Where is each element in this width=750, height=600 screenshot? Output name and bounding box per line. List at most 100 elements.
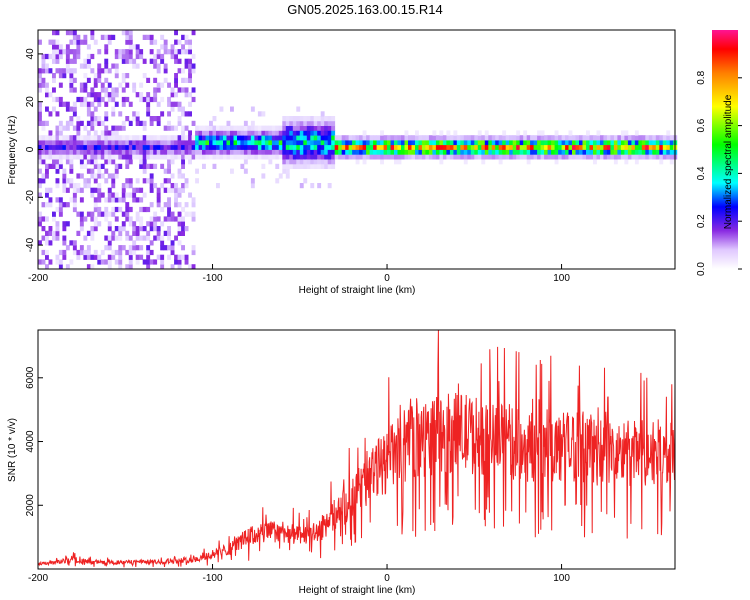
heatmap-cell (198, 154, 203, 160)
heatmap-cell (111, 230, 116, 236)
heatmap-cell (41, 178, 46, 184)
heatmap-cell (72, 202, 77, 208)
heatmap-cell (456, 154, 461, 160)
heatmap-cell (669, 159, 674, 165)
heatmap-cell (463, 149, 468, 155)
heatmap-cell (572, 135, 576, 141)
heatmap-cell (167, 168, 171, 174)
heatmap-cell (93, 254, 98, 260)
heatmap-cell (387, 135, 391, 141)
heatmap-cell (369, 144, 374, 150)
heatmap-cell (327, 183, 332, 189)
heatmap-cell (561, 154, 566, 160)
heatmap-cell (202, 144, 206, 150)
heatmap-cell (181, 221, 185, 227)
heatmap-cell (442, 144, 447, 150)
heatmap-cell (41, 154, 46, 160)
heatmap-cell (313, 139, 318, 146)
heatmap-cell (142, 73, 147, 79)
heatmap-cell (90, 264, 95, 270)
heatmap-cell (93, 92, 98, 98)
heatmap-cell (317, 149, 322, 155)
heatmap-cell (100, 163, 105, 169)
heatmap-cell (139, 197, 144, 203)
heatmap-cell (38, 73, 42, 79)
heatmap-cell (184, 58, 189, 64)
heatmap-cell (268, 159, 273, 165)
heatmap-cell (135, 187, 140, 193)
heatmap-cell (460, 154, 465, 160)
spectrogram-x-label: Height of straight line (km) (299, 285, 416, 296)
heatmap-cell (442, 154, 447, 160)
heatmap-cell (261, 111, 266, 117)
heatmap-cell (90, 149, 95, 155)
heatmap-cell (174, 259, 178, 265)
heatmap-cell (467, 139, 472, 146)
heatmap-cell (121, 211, 126, 217)
heatmap-cell (139, 144, 144, 150)
heatmap-cell (310, 149, 315, 155)
heatmap-cell (76, 53, 81, 60)
heatmap-cell (128, 159, 133, 165)
heatmap-cell (216, 183, 220, 189)
heatmap-cell (579, 149, 583, 155)
heatmap-cell (289, 154, 294, 160)
heatmap-cell (72, 245, 77, 251)
heatmap-cell (45, 187, 49, 193)
heatmap-cell (135, 44, 140, 50)
heatmap-cell (243, 135, 248, 141)
heatmap-cell (425, 135, 430, 141)
heatmap-cell (93, 130, 98, 136)
heatmap-cell (195, 149, 199, 155)
heatmap-cell (481, 154, 486, 160)
heatmap-cell (446, 130, 451, 136)
heatmap-cell (195, 130, 199, 136)
heatmap-cell (97, 149, 102, 155)
heatmap-cell (181, 149, 185, 155)
heatmap-cell (271, 149, 276, 155)
heatmap-cell (135, 259, 140, 265)
heatmap-cell (58, 96, 63, 103)
heatmap-cell (146, 135, 151, 141)
heatmap-cell (163, 44, 168, 50)
heatmap-cell (65, 53, 70, 60)
heatmap-cell (93, 154, 98, 160)
heatmap-cell (72, 197, 77, 203)
heatmap-cell (125, 230, 130, 236)
heatmap-cell (184, 254, 189, 260)
heatmap-cell (411, 154, 416, 160)
heatmap-cell (634, 159, 639, 165)
heatmap-cell (100, 68, 105, 74)
heatmap-cell (41, 82, 46, 88)
heatmap-cell (86, 111, 91, 117)
y-tick-label: 0 (25, 146, 36, 152)
heatmap-cell (62, 149, 67, 155)
heatmap-cell (83, 178, 88, 184)
heatmap-cell (177, 221, 182, 227)
heatmap-cell (177, 226, 182, 232)
heatmap-cell (223, 139, 227, 146)
heatmap-cell (460, 149, 465, 155)
heatmap-cell (139, 96, 144, 103)
heatmap-cell (55, 159, 60, 165)
heatmap-cell (648, 135, 653, 141)
heatmap-cell (48, 240, 53, 246)
x-tick-label: 100 (553, 573, 570, 584)
heatmap-cell (114, 192, 119, 198)
heatmap-cell (624, 139, 629, 146)
heatmap-cell (463, 144, 468, 150)
heatmap-cell (121, 120, 126, 126)
heatmap-cell (146, 221, 151, 227)
heatmap-cell (104, 149, 109, 155)
heatmap-cell (613, 154, 618, 160)
heatmap-cell (380, 139, 384, 146)
heatmap-cell (600, 144, 604, 150)
heatmap-cell (226, 135, 231, 141)
x-tick-label: -100 (203, 573, 223, 584)
heatmap-cell (52, 230, 56, 236)
heatmap-cell (275, 135, 280, 141)
heatmap-cell (142, 206, 147, 213)
heatmap-cell (662, 139, 667, 146)
heatmap-cell (191, 154, 196, 160)
heatmap-cell (167, 101, 171, 107)
